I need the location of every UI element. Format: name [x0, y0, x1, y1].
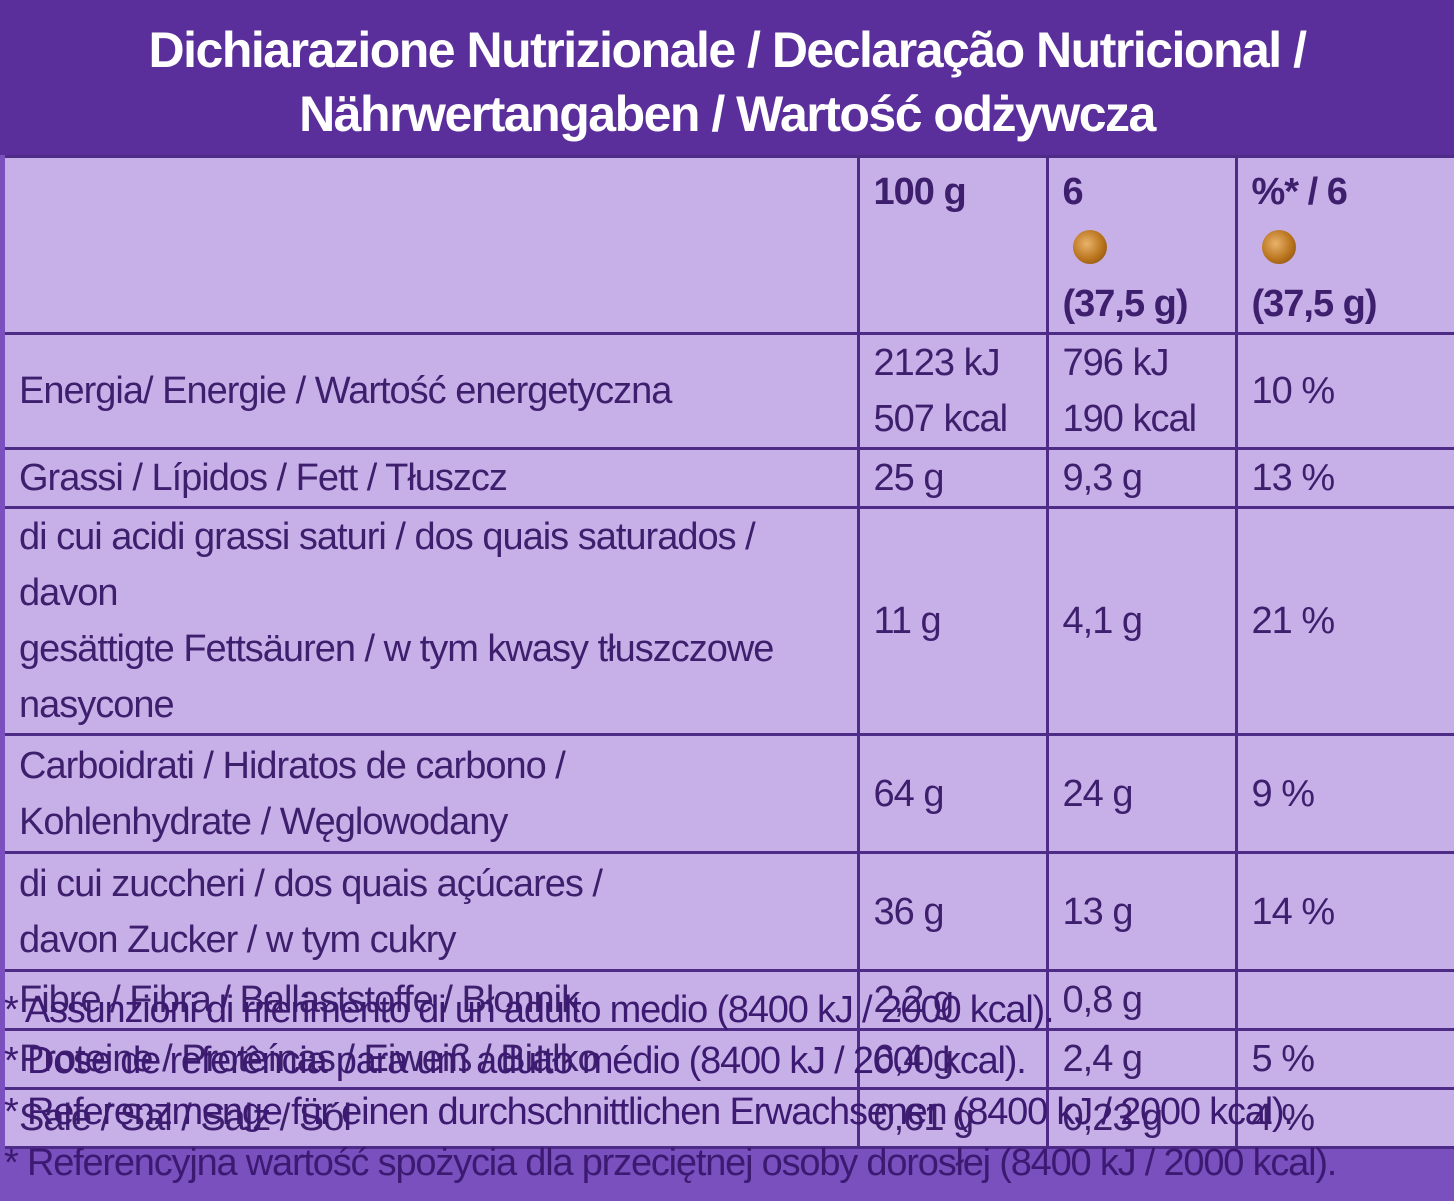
value-per-100g: 2123 kJ 507 kcal [856, 332, 1049, 450]
header-percent-line-1: %* / 6 [1252, 164, 1441, 276]
table-row: Grassi / Lípidos / Fett / Tłuszcz 25 g 9,3… [5, 447, 1454, 509]
value-percent: 9 % [1234, 733, 1454, 854]
value-per-100g-line: 0,61 g [873, 1097, 975, 1139]
title-line-1: Dichiarazione Nutrizionale / Declaração … [148, 22, 1307, 78]
value-per-portion: 796 kJ 190 kcal [1045, 332, 1238, 450]
nutrient-label-line: di cui acidi grassi saturi / dos quais s… [19, 516, 756, 614]
nutrient-label: Grassi / Lípidos / Fett / Tłuszcz [5, 447, 860, 509]
value-per-portion-line: 190 kcal [1062, 398, 1198, 440]
nutrient-label: Fibre / Fibra / Ballaststoffe / Błonnik [5, 969, 860, 1031]
value-per-100g: 2,2 g [856, 969, 1049, 1031]
value-per-portion-line: 9,3 g [1062, 457, 1144, 499]
nutrient-label-line: Carboidrati / Hidratos de carbono / [19, 744, 566, 787]
value-per-100g-line: 2123 kJ [873, 342, 1001, 384]
value-per-100g-line: 6,4 g [873, 1038, 955, 1080]
value-per-100g: 36 g [856, 851, 1049, 972]
nutrient-label-line: Kohlenhydrate / Węglowodany [19, 800, 508, 843]
value-percent [1234, 969, 1454, 1031]
value-percent: 13 % [1234, 447, 1454, 509]
value-per-100g-line: 2,2 g [873, 979, 955, 1021]
table-row: Sale / Sal / Salz / Sól 0,61 g 0,23 g 4 % [5, 1087, 1454, 1149]
header-percent-weight: (37,5 g) [1251, 283, 1378, 325]
value-per-portion: 2,4 g [1045, 1028, 1238, 1090]
table-row: di cui zuccheri / dos quais açúcares / da… [5, 851, 1454, 972]
value-per-portion-line: 24 g [1062, 772, 1134, 815]
footnote-italian: * Assunzioni di riferimento di un adulto… [4, 989, 1055, 1031]
value-per-portion-line: 4,1 g [1062, 600, 1144, 642]
header-100g: 100 g [856, 155, 1049, 335]
page-title: Dichiarazione Nutrizionale / Declaração … [0, 18, 1454, 146]
footnotes: * Assunzioni di riferimento di un adulto… [0, 985, 1454, 1189]
nutrient-label-line: Fibre / Fibra / Ballaststoffe / Błonnik [19, 979, 580, 1021]
value-per-100g: 0,61 g [856, 1087, 1049, 1149]
footnote-portuguese: * Dose de referência para um adulto médi… [4, 1040, 1027, 1082]
header-blank-cell [5, 155, 860, 335]
value-per-100g: 6,4 g [856, 1028, 1049, 1090]
value-per-portion: 13 g [1045, 851, 1238, 972]
value-per-100g-line: 36 g [873, 890, 945, 933]
nutrient-label: Sale / Sal / Salz / Sól [5, 1087, 860, 1149]
value-per-portion-line: 2,4 g [1062, 1038, 1144, 1080]
header-band [0, 0, 1454, 155]
value-per-100g: 11 g [856, 506, 1049, 736]
value-per-100g-line: 11 g [873, 600, 942, 642]
chocolate-piece-icon [1261, 230, 1296, 264]
value-per-portion-line: 796 kJ [1062, 342, 1170, 384]
nutrient-label: Proteine / Proteínas / Eiweiß / Białko [5, 1028, 860, 1090]
header-portion-line-1: 6 [1063, 164, 1221, 276]
value-percent: 4 % [1234, 1087, 1454, 1149]
header-portion-weight: (37,5 g) [1062, 283, 1189, 325]
nutrient-label: Carboidrati / Hidratos de carbono / Kohle… [5, 733, 860, 854]
nutrient-label-line: Sale / Sal / Salz / Sól [19, 1097, 352, 1139]
value-per-100g-line: 25 g [873, 457, 945, 499]
table-row: di cui acidi grassi saturi / dos quais s… [5, 506, 1454, 736]
header-percent-label: %* / 6 [1251, 171, 1348, 213]
table-header-row: 100 g 6 (37,5 g) %* / 6 (37,5 g) [5, 155, 1454, 335]
nutrient-label-line: gesättigte Fettsäuren / w tym kwasy tłus… [19, 628, 774, 726]
value-per-portion: 9,3 g [1045, 447, 1238, 509]
value-per-portion: 0,23 g [1045, 1087, 1238, 1149]
nutrition-table: 100 g 6 (37,5 g) %* / 6 (37,5 g) Energia… [5, 155, 1454, 1149]
table-row: Energia/ Energie / Wartość energetyczna 2… [5, 332, 1454, 450]
table-row: Proteine / Proteínas / Eiweiß / Białko 6,… [5, 1028, 1454, 1090]
value-percent: 14 % [1234, 851, 1454, 972]
table-row: Carboidrati / Hidratos de carbono / Kohle… [5, 733, 1454, 854]
value-percent: 10 % [1234, 332, 1454, 450]
value-per-portion: 0,8 g [1045, 969, 1238, 1031]
value-percent: 21 % [1234, 506, 1454, 736]
value-per-100g-line: 507 kcal [873, 398, 1009, 440]
nutrient-label-line: davon Zucker / w tym cukry [19, 918, 456, 961]
value-per-100g: 64 g [856, 733, 1049, 854]
value-per-portion: 4,1 g [1045, 506, 1238, 736]
nutrient-label-line: Proteine / Proteínas / Eiweiß / Białko [19, 1038, 599, 1080]
header-portion-count: 6 [1062, 171, 1084, 213]
header-portion: 6 (37,5 g) [1045, 155, 1238, 335]
title-line-2: Nährwertangaben / Wartość odżywcza [299, 86, 1156, 142]
nutrient-label-line: Energia/ Energie / Wartość energetyczna [19, 370, 672, 412]
nutrient-label: di cui acidi grassi saturi / dos quais s… [5, 506, 860, 736]
nutrient-label: Energia/ Energie / Wartość energetyczna [5, 332, 860, 450]
value-per-portion: 24 g [1045, 733, 1238, 854]
value-per-portion-line: 13 g [1062, 890, 1134, 933]
nutrient-label: di cui zuccheri / dos quais açúcares / da… [5, 851, 860, 972]
nutrient-label-line: Grassi / Lípidos / Fett / Tłuszcz [19, 457, 508, 499]
chocolate-piece-icon [1072, 230, 1107, 264]
value-percent: 5 % [1234, 1028, 1454, 1090]
footnote-polish: * Referencyjna wartość spożycia dla prze… [4, 1142, 1337, 1184]
value-per-100g-line: 64 g [873, 772, 945, 815]
value-per-portion-line: 0,8 g [1062, 979, 1144, 1021]
table-row: Fibre / Fibra / Ballaststoffe / Błonnik 2… [5, 969, 1454, 1031]
header-100g-label: 100 g [873, 171, 967, 213]
footnote-german: * Referenzmenge für einen durchschnittli… [4, 1091, 1294, 1133]
header-percent: %* / 6 (37,5 g) [1234, 155, 1454, 335]
value-per-portion-line: 0,23 g [1062, 1097, 1164, 1139]
value-per-100g: 25 g [856, 447, 1049, 509]
nutrient-label-line: di cui zuccheri / dos quais açúcares / [19, 862, 603, 905]
